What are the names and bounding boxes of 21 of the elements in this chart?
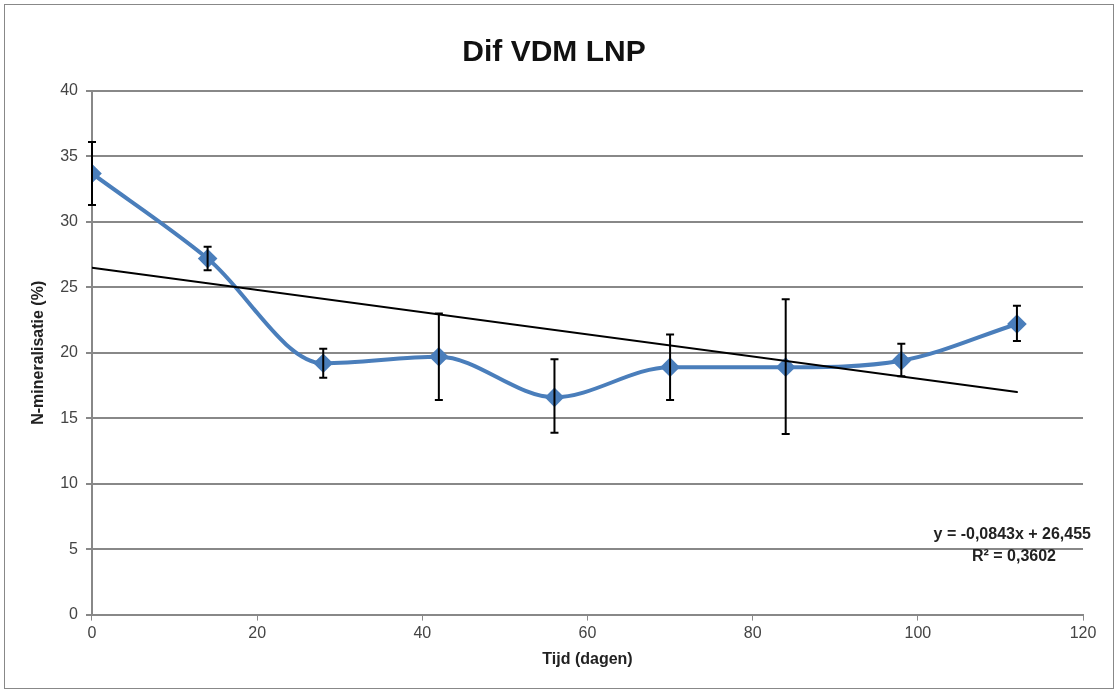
x-tick-label: 80 bbox=[743, 623, 762, 641]
y-axis-title: N-mineralisatie (%) bbox=[29, 280, 47, 425]
x-tick-label: 20 bbox=[248, 623, 267, 641]
x-tick-label: 100 bbox=[904, 623, 932, 641]
x-tick-label: 40 bbox=[413, 623, 432, 641]
y-tick-label: 40 bbox=[60, 81, 79, 99]
y-tick-label: 25 bbox=[60, 277, 79, 295]
y-tick-label: 0 bbox=[69, 605, 79, 623]
y-tick-label: 15 bbox=[60, 408, 79, 426]
x-tick-label: 60 bbox=[578, 623, 597, 641]
y-tick-label: 5 bbox=[69, 539, 79, 557]
y-tick-label: 10 bbox=[60, 474, 79, 492]
chart-title: Dif VDM LNP bbox=[462, 34, 646, 68]
x-tick-label: 0 bbox=[87, 623, 97, 641]
annotation: y = -0,0843x + 26,455 bbox=[933, 525, 1092, 543]
y-tick-label: 35 bbox=[60, 146, 79, 164]
y-tick-label: 20 bbox=[60, 343, 79, 361]
x-tick-label: 120 bbox=[1069, 623, 1097, 641]
annotation: R² = 0,3602 bbox=[971, 547, 1057, 565]
x-axis-title: Tijd (dagen) bbox=[542, 649, 633, 667]
y-tick-label: 30 bbox=[60, 212, 79, 230]
